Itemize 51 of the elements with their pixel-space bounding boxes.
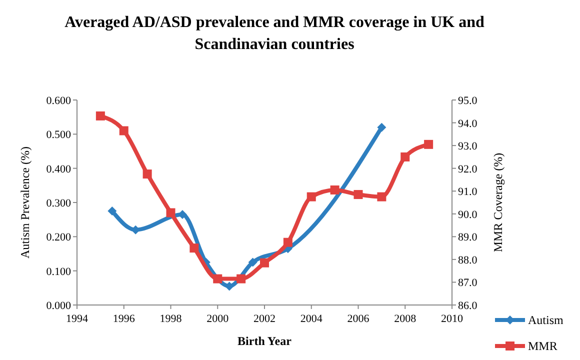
y-tick-label: 0.600: [46, 95, 72, 107]
y2-tick-label: 86.0: [458, 300, 478, 312]
point: [108, 206, 117, 216]
y-tick-label: 0.100: [46, 266, 72, 278]
point: [236, 274, 246, 284]
chart-title: Averaged AD/ASD prevalence and MMR coverage in UK and Scandinavian countries: [64, 14, 485, 53]
y2-axis-title: MMR Coverage (%): [491, 152, 505, 252]
point: [119, 126, 128, 136]
point: [166, 208, 176, 218]
y2-tick-label: 87.0: [458, 277, 478, 290]
x-tick-label: 2004: [300, 313, 323, 325]
point: [354, 190, 363, 200]
x-tick-label: 1996: [112, 313, 136, 325]
y2-tick-label: 93.0: [458, 140, 478, 153]
x-tick-label: 2008: [394, 313, 417, 325]
y2-tick-label: 88.0: [458, 254, 478, 266]
y-tick-label: 0.400: [46, 163, 72, 176]
point: [330, 185, 340, 194]
point: [248, 258, 258, 267]
x-tick-label: 1994: [66, 313, 88, 325]
point: [260, 258, 269, 268]
point: [190, 244, 199, 253]
point: [424, 140, 434, 149]
x-tick-label: 2002: [254, 313, 276, 325]
y-tick-label: 0.000: [46, 300, 72, 312]
point: [283, 238, 292, 247]
x-tick-label: 2000: [206, 313, 230, 325]
legend-label: MMR: [528, 339, 558, 353]
y-tick-label: 0.200: [46, 232, 72, 244]
y-tick-label: 0.500: [46, 129, 72, 142]
x-tick-label: 2010: [441, 313, 464, 325]
point: [306, 192, 316, 202]
y2-tick-label: 95.0: [458, 95, 478, 107]
y-tick-label: 0.300: [46, 198, 72, 210]
x-axis-title: Birth Year: [238, 334, 292, 348]
y2-tick-label: 94.0: [458, 118, 478, 130]
point: [377, 192, 386, 202]
point: [213, 274, 222, 284]
y2-tick-label: 91.0: [458, 186, 478, 198]
point: [96, 111, 105, 120]
y2-tick-label: 90.0: [458, 208, 478, 221]
point: [377, 122, 386, 132]
x-tick-label: 2006: [347, 313, 370, 325]
x-tick-label: 1998: [160, 313, 182, 325]
point: [142, 170, 152, 179]
y2-tick-label: 92.0: [458, 163, 478, 176]
legend-label: Autism: [528, 313, 564, 327]
y2-tick-label: 89.0: [458, 232, 478, 244]
point: [400, 152, 410, 162]
y-axis-title: Autism Prevalence (%): [18, 146, 32, 258]
point: [224, 282, 234, 291]
